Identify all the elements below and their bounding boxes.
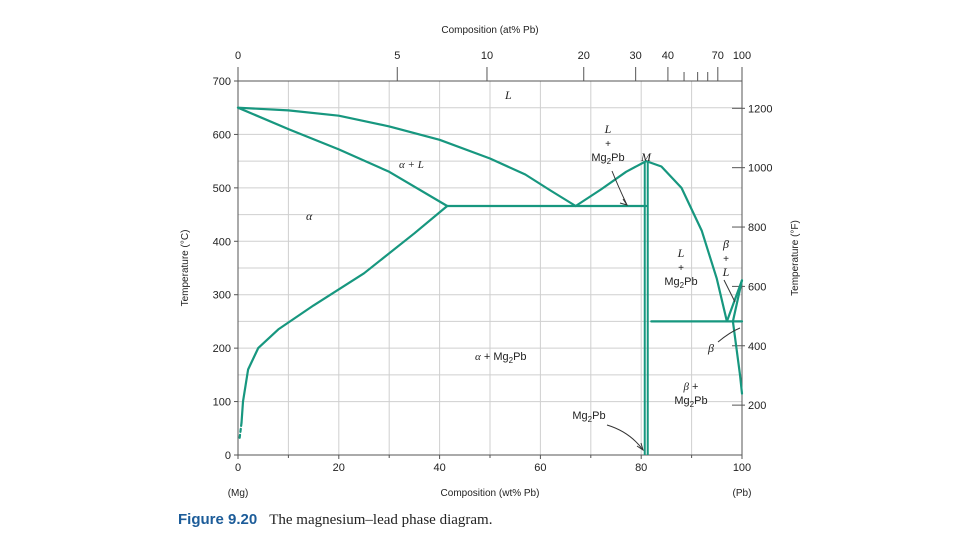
label-alpha-plus-l: α + L [399,159,424,171]
top-tick-label: 0 [235,50,241,62]
label-alpha-plus-mg2pb: α + Mg2Pb [475,351,527,365]
boundary-solvus-beta [731,320,744,395]
label-beta-mg2pb: Mg2Pb [674,395,707,409]
arrow-mg2pb [606,424,644,451]
arrowhead-mg2pb [636,442,644,452]
boundary-solidus-alpha [236,106,449,208]
label-beta-bl: β [722,237,729,251]
left-tick-label: 0 [225,450,231,462]
boundary-solidus-beta [731,279,744,323]
left-tick-label: 200 [213,343,231,355]
top-tick-label: 20 [578,50,590,62]
top-tick-label: 100 [733,50,751,62]
bottom-tick-label: 60 [534,462,546,474]
label-beta-plus: β + [683,381,699,393]
left-axis: 0 100 200 300 400 500 600 700 [213,76,238,462]
right-axis: 200 400 600 800 1000 1200 [732,103,772,412]
bottom-tick-label: 100 [733,462,751,474]
top-axis: 0 5 10 20 30 40 70 100 [235,50,751,81]
figure-number: Figure 9.20 [178,511,258,528]
boundary-liquidus-mg2pb-left [574,160,648,208]
label-l-bl: L [722,265,730,279]
label-arrows [606,170,741,452]
bottom-tick-label: 80 [635,462,647,474]
label-m-point: M [640,150,652,164]
boundary-liquidus-alpha [236,106,577,208]
right-tick-label: 400 [748,341,766,353]
axis-titles: Composition (at% Pb) Composition (wt% Pb)… [180,25,801,499]
right-tick-label: 600 [748,281,766,293]
grid-lines [238,81,742,455]
mg-end-label: (Mg) [228,488,249,499]
label-liquid: L [504,88,512,102]
top-tick-label: 5 [394,50,400,62]
right-tick-label: 1000 [748,163,772,175]
label-l-right: L [677,246,685,260]
figure-caption: Figure 9.20 The magnesium–lead phase diag… [178,511,492,529]
arrow-beta-l [723,279,736,303]
right-tick-label: 200 [748,400,766,412]
top-tick-label: 10 [481,50,493,62]
bottom-axis-title: Composition (wt% Pb) [441,488,540,499]
label-mg2pb-compound: Mg2Pb [572,410,605,424]
label-l-top: L [604,122,612,136]
left-tick-label: 500 [213,183,231,195]
left-tick-label: 600 [213,129,231,141]
label-plus-bl: + [723,254,729,265]
left-tick-label: 700 [213,76,231,88]
label-mg2pb-right: Mg2Pb [664,276,697,290]
right-tick-label: 1200 [748,103,772,115]
boundary-solvus-alpha [240,204,449,424]
arrowhead-l-mg2pb [619,198,629,206]
top-axis-title: Composition (at% Pb) [441,25,538,36]
boundary-solvus-alpha-dashed [238,421,243,441]
left-axis-title: Temperature (°C) [180,230,191,307]
mg2pb-line [643,161,649,455]
left-tick-label: 300 [213,290,231,302]
phase-boundaries [236,106,744,441]
label-mg2pb-top: Mg2Pb [591,152,624,166]
right-tick-label: 800 [748,222,766,234]
bottom-tick-label: 40 [433,462,445,474]
bottom-tick-label: 20 [333,462,345,474]
label-beta: β [707,341,714,355]
top-tick-label: 30 [630,50,642,62]
label-plus-top: + [605,139,611,150]
left-tick-label: 400 [213,236,231,248]
boundary-liquidus-mg2pb-right [645,160,728,323]
bottom-axis: 0 20 40 60 80 100 (Mg) (Pb) [228,455,752,499]
caption-text: The magnesium–lead phase diagram. [269,512,493,528]
arrow-l-mg2pb [611,170,628,206]
top-tick-label: 40 [662,50,674,62]
bottom-tick-label: 0 [235,462,241,474]
label-plus-right: + [678,263,684,274]
label-alpha: α [306,209,313,223]
pb-end-label: (Pb) [733,488,752,499]
right-axis-title: Temperature (°F) [790,220,801,296]
top-tick-label: 70 [712,50,724,62]
left-tick-label: 100 [213,397,231,409]
arrow-beta [717,327,741,343]
